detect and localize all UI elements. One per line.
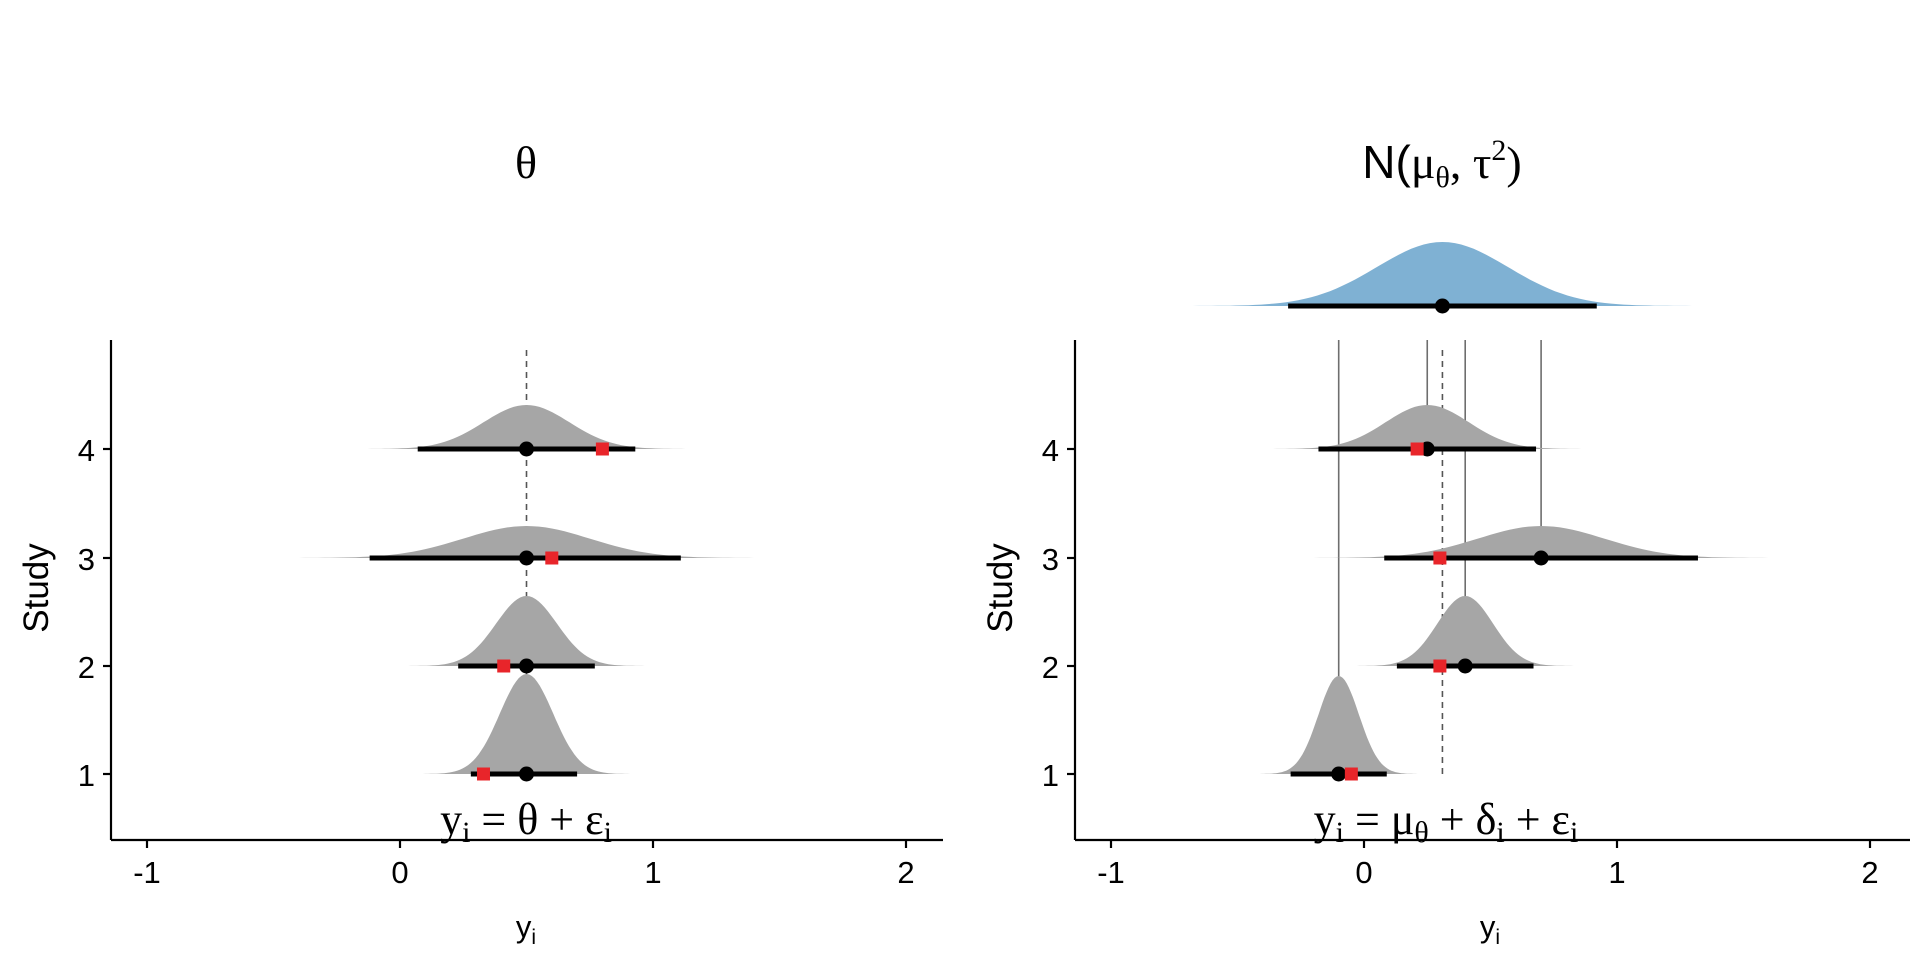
panel-random-effects: N(μθ, τ2) -1 0 1 2 1 2 3 4 yi = μθ + δi + εi yi… [981, 134, 1910, 949]
y-tick-label: 3 [78, 542, 95, 577]
x-axis-label: yi [1480, 909, 1500, 949]
population-mean-point [1434, 298, 1450, 314]
x-tick-label: 1 [644, 855, 661, 890]
study-mean-point [519, 658, 534, 674]
y-tick-label: 1 [1042, 758, 1059, 793]
axes: -1 0 1 2 1 2 3 4 [78, 340, 943, 890]
observed-value-point [595, 442, 609, 456]
observed-value-point [545, 551, 559, 565]
study-density [1353, 596, 1577, 666]
study-density [405, 596, 648, 666]
study-mean-point [519, 766, 534, 782]
x-tick-label: -1 [133, 855, 161, 890]
y-tick-label: 2 [78, 650, 95, 685]
study-density [1260, 405, 1595, 449]
observed-value-point [1433, 659, 1447, 673]
study-mean-point [519, 441, 534, 457]
observed-value-point [497, 659, 511, 673]
x-tick-label: 0 [391, 855, 408, 890]
panel-theta: θ -1 0 1 2 1 2 3 4 yi = θ + εi yi Study [17, 137, 943, 949]
observed-value-point [1344, 767, 1358, 781]
chart-title: θ [515, 137, 537, 188]
model-formula: yi = θ + εi [440, 795, 612, 849]
density-layer [1192, 242, 1795, 774]
study-density [354, 405, 699, 449]
x-tick-label: 0 [1355, 855, 1372, 890]
study-density [1257, 676, 1420, 774]
observed-value-point [1433, 551, 1447, 565]
study-mean-point [519, 550, 534, 566]
x-tick-label: 2 [1861, 855, 1878, 890]
observed-value-point [1410, 442, 1424, 456]
study-mean-point [1331, 766, 1347, 782]
model-formula: yi = μθ + δi + εi [1314, 795, 1579, 849]
population-density [1192, 242, 1693, 306]
study-density [420, 674, 633, 774]
density-layer [273, 405, 780, 774]
y-axis-label: Study [17, 543, 56, 633]
study-mean-point [1457, 658, 1473, 674]
x-tick-label: -1 [1097, 855, 1125, 890]
x-axis-label: yi [516, 909, 536, 949]
interval-layer [369, 441, 681, 782]
x-tick-label: 2 [897, 855, 914, 890]
axes: -1 0 1 2 1 2 3 4 [1042, 340, 1910, 890]
y-tick-label: 2 [1042, 650, 1059, 685]
y-axis-label: Study [981, 543, 1020, 633]
y-tick-label: 4 [78, 433, 95, 468]
chart-title: N(μθ, τ2) [1362, 134, 1521, 194]
observed-value-point [476, 767, 490, 781]
study-density [1288, 526, 1795, 558]
study-density [273, 526, 780, 558]
interval-layer [1288, 298, 1698, 782]
x-tick-label: 1 [1608, 855, 1625, 890]
y-tick-label: 4 [1042, 433, 1059, 468]
study-mean-point [1533, 550, 1549, 566]
y-tick-label: 3 [1042, 542, 1059, 577]
y-tick-label: 1 [78, 758, 95, 793]
